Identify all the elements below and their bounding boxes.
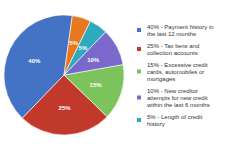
- svg-text:mortgages: mortgages: [147, 76, 175, 82]
- svg-text:collection accounts: collection accounts: [147, 50, 198, 56]
- svg-text:25%: 25%: [59, 105, 72, 111]
- svg-text:5% - Length of credit: 5% - Length of credit: [147, 114, 203, 120]
- svg-text:40% - Payment history in: 40% - Payment history in: [147, 24, 214, 30]
- svg-text:10%: 10%: [87, 57, 100, 63]
- svg-text:15%: 15%: [90, 82, 103, 88]
- svg-text:attempts for new credit: attempts for new credit: [147, 95, 208, 101]
- svg-text:history: history: [147, 121, 165, 127]
- svg-text:25% - Tax liens and: 25% - Tax liens and: [147, 43, 199, 49]
- svg-text:5%: 5%: [79, 45, 88, 51]
- svg-text:within the last 6 months: within the last 6 months: [146, 102, 210, 108]
- svg-text:15% - Excessive credit: 15% - Excessive credit: [147, 62, 208, 68]
- svg-text:the last 12 months: the last 12 months: [147, 31, 196, 37]
- svg-text:cards, automobiles or: cards, automobiles or: [147, 69, 204, 75]
- svg-text:40%: 40%: [28, 58, 41, 64]
- svg-text:5%: 5%: [69, 40, 78, 46]
- svg-text:10% - New creditor: 10% - New creditor: [147, 88, 198, 94]
